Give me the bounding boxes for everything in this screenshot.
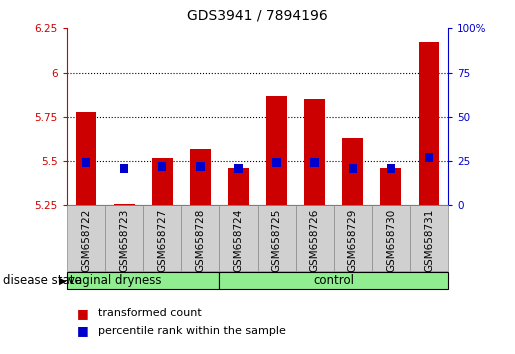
Text: GSM658723: GSM658723: [119, 209, 129, 272]
Text: GSM658727: GSM658727: [157, 209, 167, 272]
Bar: [334, 205, 372, 271]
Bar: [219, 205, 258, 271]
Bar: [342, 138, 363, 205]
Bar: [190, 149, 211, 205]
Text: percentile rank within the sample: percentile rank within the sample: [98, 326, 286, 336]
Text: GSM658726: GSM658726: [310, 209, 320, 272]
Text: disease state: disease state: [3, 274, 81, 286]
Text: transformed count: transformed count: [98, 308, 201, 318]
Bar: [228, 168, 249, 205]
Text: GSM658731: GSM658731: [424, 209, 434, 272]
Text: ▶: ▶: [59, 276, 67, 286]
Bar: [266, 96, 287, 205]
Bar: [105, 205, 143, 271]
Bar: [381, 168, 401, 205]
Text: GSM658730: GSM658730: [386, 209, 396, 272]
Bar: [120, 164, 128, 173]
Bar: [258, 205, 296, 271]
Bar: [296, 205, 334, 271]
Text: vaginal dryness: vaginal dryness: [68, 274, 161, 286]
Text: GSM658725: GSM658725: [271, 209, 282, 272]
Bar: [304, 99, 325, 205]
Bar: [410, 205, 448, 271]
Bar: [419, 42, 439, 205]
Bar: [143, 205, 181, 271]
Bar: [311, 159, 319, 167]
Text: ■: ■: [77, 325, 89, 337]
Bar: [425, 153, 433, 162]
Text: control: control: [313, 274, 354, 286]
Text: ■: ■: [77, 307, 89, 320]
Text: GSM658722: GSM658722: [81, 209, 91, 272]
Bar: [67, 272, 219, 289]
Bar: [181, 205, 219, 271]
Bar: [114, 204, 134, 205]
Bar: [196, 162, 204, 171]
Text: GSM658728: GSM658728: [195, 209, 205, 272]
Bar: [76, 112, 96, 205]
Bar: [372, 205, 410, 271]
Bar: [349, 164, 357, 173]
Bar: [158, 162, 166, 171]
Bar: [219, 272, 448, 289]
Text: GSM658729: GSM658729: [348, 209, 358, 272]
Bar: [152, 158, 173, 205]
Bar: [234, 164, 243, 173]
Text: GDS3941 / 7894196: GDS3941 / 7894196: [187, 9, 328, 23]
Text: GSM658724: GSM658724: [233, 209, 244, 272]
Bar: [272, 159, 281, 167]
Bar: [82, 159, 90, 167]
Bar: [67, 205, 105, 271]
Bar: [387, 164, 395, 173]
